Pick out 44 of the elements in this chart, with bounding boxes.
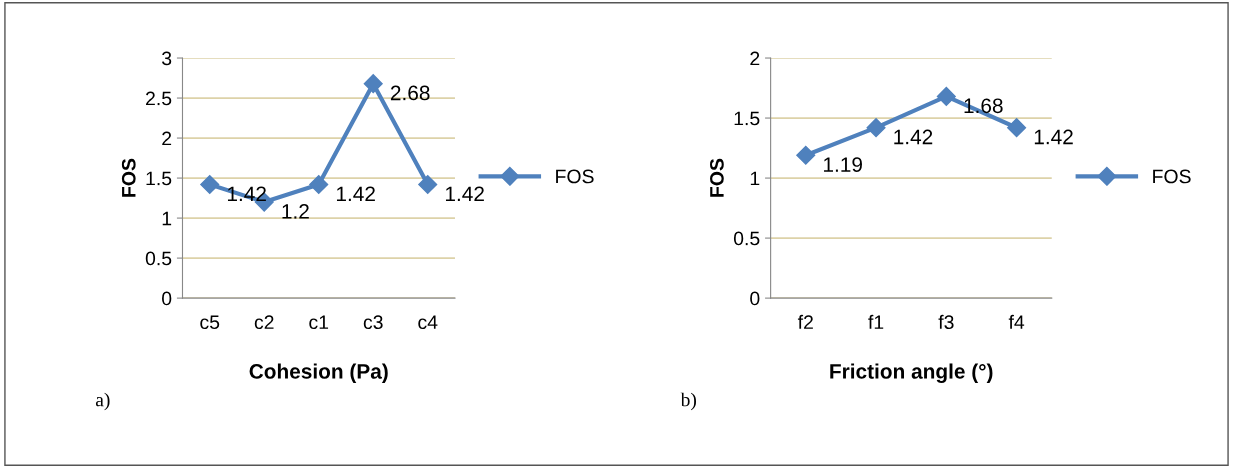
y-axis-title: FOS <box>121 158 136 197</box>
y-tick-label: 1 <box>162 211 172 226</box>
x-tick-label: c4 <box>418 315 438 330</box>
x-tick-label: f4 <box>1008 314 1025 329</box>
y-tick-label: 1 <box>750 171 760 186</box>
legend-label: FOS <box>556 169 594 184</box>
x-tick-label: c5 <box>200 315 220 330</box>
point <box>200 174 220 195</box>
point <box>1007 118 1027 138</box>
x-tick-label: f2 <box>797 314 813 329</box>
x-axis-title: Friction angle (°) <box>830 363 993 383</box>
y-tick-label: 0.5 <box>733 231 760 246</box>
y-tick-label: 2 <box>750 51 760 66</box>
data-label: 1.42 <box>445 186 484 201</box>
y-tick-label: 1.5 <box>146 171 172 186</box>
y-tick-label: 0.5 <box>145 251 172 266</box>
y-tick-label: 0 <box>750 291 760 306</box>
x-tick-label: c1 <box>309 315 329 330</box>
x-tick-label: c2 <box>254 315 274 330</box>
x-tick-label: f1 <box>868 314 884 329</box>
point <box>418 174 438 195</box>
point <box>796 145 816 165</box>
y-tick-label: 2.5 <box>146 91 172 106</box>
x-tick-label: f3 <box>938 314 954 330</box>
point <box>309 174 329 195</box>
data-label: 1.19 <box>824 157 862 172</box>
x-axis-title: Cohesion (Pa) <box>249 363 388 383</box>
point <box>866 118 886 138</box>
data-label: 1.42 <box>1034 129 1073 145</box>
y-tick-label: 2 <box>162 131 172 146</box>
y-axis-title: FOS <box>710 158 724 197</box>
legend-label: FOS <box>1153 169 1191 184</box>
y-tick-label: 0 <box>162 291 172 306</box>
text: b) <box>680 392 697 411</box>
y-tick-label: 1.5 <box>734 111 760 126</box>
point <box>363 74 383 94</box>
text: a) <box>95 392 110 411</box>
data-label: 1.2 <box>282 204 309 219</box>
x-tick-label: c3 <box>363 315 383 330</box>
y-tick-label: 3 <box>162 51 172 66</box>
point <box>936 86 956 106</box>
data-label: 1.42 <box>336 186 375 201</box>
data-label: 1.42 <box>894 129 933 145</box>
data-label: 2.68 <box>390 85 430 101</box>
